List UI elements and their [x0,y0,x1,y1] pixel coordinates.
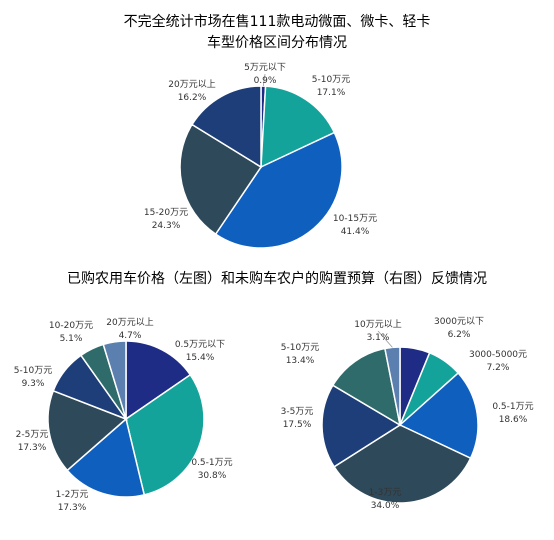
slice-percent: 18.6% [499,415,528,425]
slice-percent: 24.3% [152,221,181,231]
slice-label: 5-10万元 [281,343,319,353]
slice-percent: 41.4% [341,227,370,237]
slice-percent: 30.8% [198,471,227,481]
slice-percent: 9.3% [22,379,45,389]
slice-percent: 17.5% [283,420,312,430]
leader-line [262,73,266,87]
slice-percent: 4.7% [119,331,142,341]
slice-percent: 17.1% [317,88,346,98]
slice-label: 3000元以下 [434,317,484,327]
slice-percent: 6.2% [448,330,471,340]
slice-percent: 17.3% [58,503,87,513]
pie-chart-purchase-budget: 3000元以下 6.2% 3000-5000元 7.2% 0.5-1万元 18.6% 1-3… [281,317,534,511]
slice-percent: 5.1% [60,334,83,344]
pie-chart-price-distribution: 5万元以下 0.9% 5-10万元 17.1% 10-15万元 41.4% 15-20万元 2… [144,63,377,249]
slice-percent: 3.1% [367,333,390,343]
chart1-title: 不完全统计市场在售111款电动微面、微卡、轻卡 [124,13,431,30]
chart1-subtitle: 车型价格区间分布情况 [207,34,347,51]
slice-label: 5-10万元 [312,75,350,85]
pie-slice [47,389,128,472]
pie-slice [260,85,336,169]
pie-slice [102,340,127,420]
slice-percent: 7.2% [487,363,510,373]
slice-label: 10-20万元 [49,321,93,331]
pie-slice [66,417,146,498]
slice-label: 10-15万元 [333,214,377,224]
slice-percent: 15.4% [186,353,215,363]
pie-slice [125,373,205,496]
slice-label: 5-10万元 [14,366,52,376]
slice-percent: 17.3% [18,443,47,453]
slice-label: 3000-5000元 [469,350,527,360]
slice-percent: 13.4% [286,356,315,366]
pie-slice [190,85,262,169]
slice-label: 2-5万元 [16,430,49,440]
leader-line [377,330,393,348]
pie-slice [214,131,343,249]
slice-label: 15-20万元 [144,208,188,218]
pie-slice [398,371,479,460]
pie-chart-purchased-price: 0.5万元以下 15.4% 0.5-1万元 30.8% 1-2万元 17.3% 2-5万元 1… [14,317,233,513]
slice-percent: 0.9% [254,76,277,86]
slice-label: 0.5万元以下 [175,340,225,350]
slice-label: 1-3万元 [369,488,402,498]
slice-percent: 34.0% [371,501,400,511]
slice-label: 0.5-1万元 [191,458,232,468]
pie-slice [333,424,472,504]
pie-slice [321,384,402,468]
pie-slice [331,347,402,427]
slice-label: 3-5万元 [281,407,314,417]
slice-label: 20万元以上 [106,317,153,328]
slice-label: 1-2万元 [56,490,89,500]
pie-slice [179,123,263,236]
slice-label: 5万元以下 [244,63,286,73]
chart2-title: 已购农用车价格（左图）和未购车农户的购置预算（右图）反馈情况 [67,270,487,287]
pie-slice [125,340,192,421]
slice-label: 10万元以上 [354,319,401,330]
slice-label: 20万元以上 [168,79,215,90]
slice-percent: 16.2% [178,93,207,103]
slice-label: 0.5-1万元 [492,402,533,412]
